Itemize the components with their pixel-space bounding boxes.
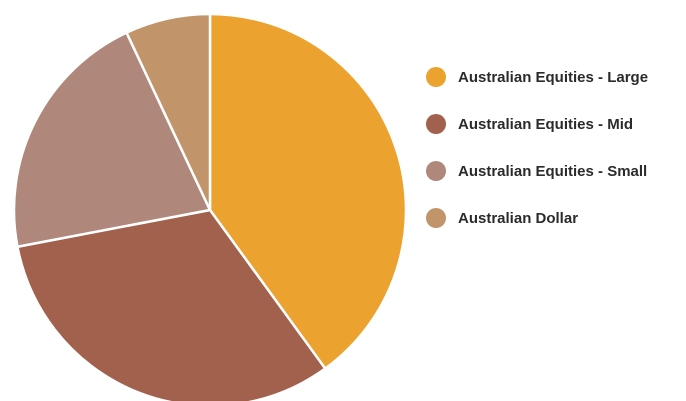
chart-legend: Australian Equities - Large Australian E… — [426, 66, 648, 254]
legend-label: Australian Equities - Mid — [458, 115, 634, 133]
legend-swatch — [426, 161, 446, 181]
pie-slice — [12, 31, 212, 248]
legend-swatch — [426, 67, 446, 87]
legend-item: Australian Dollar — [426, 207, 648, 229]
pie-slice — [208, 12, 408, 370]
pie-slice — [16, 208, 327, 401]
legend-swatch — [426, 114, 446, 134]
pie-slices — [12, 12, 408, 401]
legend-label: Australian Dollar — [458, 209, 579, 227]
legend-item: Australian Equities - Mid — [426, 113, 648, 135]
pie-slice — [125, 12, 212, 212]
legend-item: Australian Equities - Large — [426, 66, 648, 88]
legend-swatch — [426, 208, 446, 228]
legend-label: Australian Equities - Large — [458, 68, 649, 86]
legend-label: Australian Equities - Small — [458, 162, 648, 180]
legend-item: Australian Equities - Small — [426, 160, 648, 182]
